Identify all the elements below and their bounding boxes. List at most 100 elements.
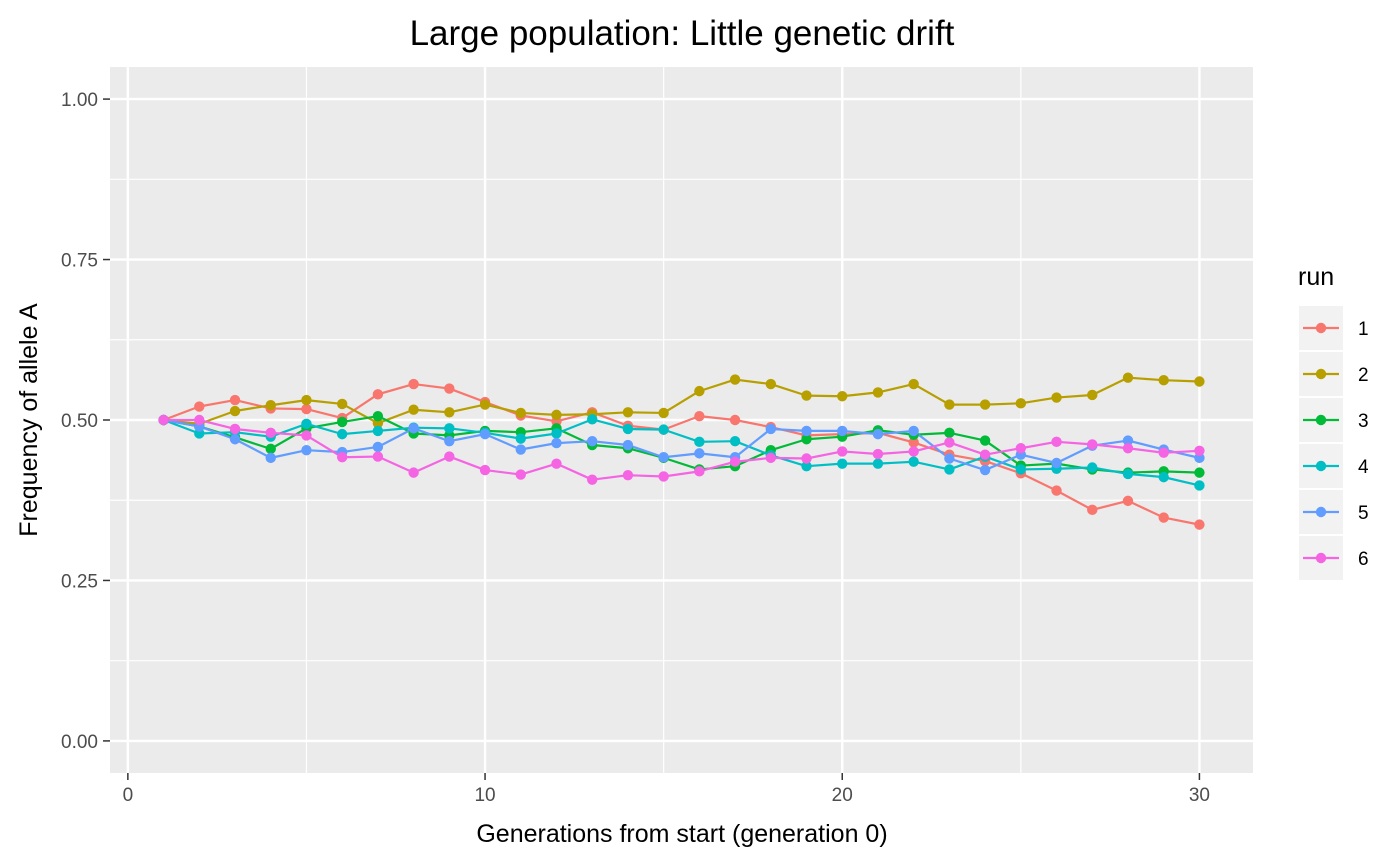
data-point-run-4 [1087, 462, 1098, 473]
data-point-run-1 [694, 410, 705, 422]
data-point-run-4 [515, 433, 526, 444]
data-point-run-2 [837, 391, 848, 402]
data-point-run-6 [872, 448, 884, 460]
data-point-run-3 [336, 416, 348, 428]
data-point-run-5 [372, 441, 384, 453]
legend-item-run-1: 1 [1299, 306, 1369, 350]
x-tick-label: 20 [832, 785, 853, 806]
data-point-run-2 [336, 398, 348, 410]
data-point-run-1 [1194, 519, 1205, 530]
data-point-run-5 [622, 439, 634, 451]
legend: run 1 2 3 4 5 6 [1298, 263, 1369, 580]
data-point-run-4 [872, 458, 884, 469]
data-point-run-6 [336, 452, 348, 463]
data-point-run-1 [372, 389, 384, 400]
data-point-run-1 [408, 378, 419, 390]
data-point-run-4 [301, 418, 312, 430]
data-point-run-2 [1194, 376, 1205, 387]
data-point-run-4 [1015, 464, 1027, 475]
data-point-run-2 [301, 394, 312, 406]
data-point-run-5 [872, 428, 884, 440]
series-line-run-2 [163, 376, 1200, 425]
data-point-run-6 [444, 451, 455, 462]
data-point-run-5 [658, 452, 669, 463]
data-point-run-3 [801, 434, 812, 445]
data-point-run-1 [1087, 504, 1098, 516]
series-line-run-1 [163, 382, 1200, 526]
data-point-run-4 [801, 461, 812, 472]
data-point-run-1 [1051, 485, 1062, 496]
data-point-run-5 [979, 464, 991, 476]
data-point-run-5 [551, 437, 562, 449]
data-point-run-5 [587, 435, 598, 447]
data-point-run-2 [265, 400, 276, 411]
series-line-run-5 [163, 418, 1200, 472]
data-point-run-4 [551, 428, 562, 439]
series-points [158, 372, 1205, 530]
data-point-run-5 [444, 435, 455, 447]
data-point-run-2 [729, 374, 741, 385]
data-point-run-4 [944, 464, 955, 475]
data-point-run-6 [1087, 439, 1098, 450]
data-point-run-2 [765, 378, 776, 390]
legend-title: run [1298, 263, 1334, 291]
legend-item-run-3: 3 [1299, 398, 1369, 442]
y-tick-label: 0.25 [61, 571, 98, 592]
y-tick-label: 0.75 [61, 251, 98, 272]
data-point-run-4 [1158, 471, 1169, 483]
data-point-run-2 [801, 390, 812, 401]
data-point-run-1 [444, 383, 455, 394]
y-tick-label: 0.50 [61, 411, 98, 432]
data-point-run-6 [158, 414, 169, 426]
data-point-run-2 [944, 399, 955, 410]
legend-label: 6 [1358, 549, 1369, 570]
data-point-run-4 [908, 456, 919, 467]
data-point-run-4 [444, 423, 455, 434]
data-point-run-3 [1194, 467, 1205, 478]
series-line-run-6 [163, 418, 1200, 481]
data-point-run-5 [229, 434, 241, 445]
x-tick-label: 0 [123, 785, 134, 806]
data-point-run-5 [479, 428, 491, 440]
data-point-run-2 [1015, 398, 1027, 409]
data-point-run-5 [515, 444, 526, 455]
data-point-run-2 [658, 407, 669, 419]
data-point-run-2 [622, 407, 634, 418]
legend-label: 4 [1358, 457, 1369, 478]
data-point-run-1 [194, 401, 205, 412]
chart-title: Large population: Little genetic drift [410, 14, 955, 53]
y-tick-label: 1.00 [61, 90, 98, 111]
data-point-run-6 [194, 414, 205, 426]
data-point-run-5 [944, 453, 955, 464]
series-lines [163, 376, 1200, 526]
major-gridlines [110, 67, 1253, 773]
data-point-run-6 [944, 437, 955, 448]
data-point-run-5 [908, 425, 919, 437]
data-point-run-5 [801, 425, 812, 437]
data-point-run-1 [908, 437, 919, 448]
series-line-run-3 [163, 415, 1200, 474]
data-point-run-2 [1051, 392, 1062, 403]
data-point-run-2 [515, 407, 526, 419]
data-point-run-4 [372, 425, 384, 437]
legend-item-run-2: 2 [1299, 352, 1369, 396]
data-point-run-5 [1122, 435, 1134, 446]
y-axis: 0.00 0.25 0.50 0.75 1.00 [61, 90, 110, 753]
legend-label: 1 [1358, 319, 1369, 340]
legend-item-run-4: 4 [1299, 444, 1369, 488]
data-point-run-2 [408, 404, 419, 415]
x-axis-title: Generations from start (generation 0) [476, 820, 887, 848]
data-point-run-5 [408, 423, 419, 434]
data-point-run-6 [551, 458, 562, 469]
data-point-run-1 [1158, 512, 1169, 523]
data-point-run-2 [694, 385, 705, 397]
data-point-run-6 [515, 469, 526, 480]
data-point-run-4 [658, 424, 669, 435]
y-axis-title: Frequency of allele A [15, 303, 43, 537]
data-point-run-6 [765, 452, 776, 464]
data-point-run-2 [551, 409, 562, 421]
data-point-run-6 [1194, 445, 1205, 457]
data-point-run-4 [694, 436, 705, 448]
data-point-run-1 [729, 414, 741, 426]
